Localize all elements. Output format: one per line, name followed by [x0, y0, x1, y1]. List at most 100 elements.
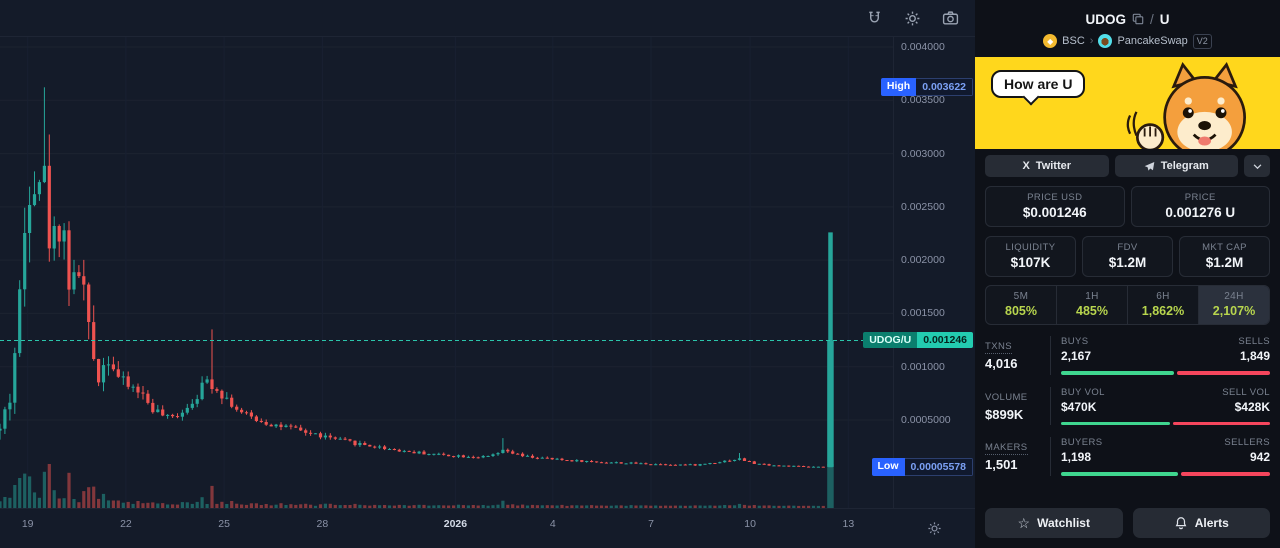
price-native-value: 0.001276 U — [1165, 205, 1236, 220]
high-price-badge: High 0.003622 — [880, 78, 973, 97]
chain-name[interactable]: BSC — [1062, 35, 1085, 47]
pancakeswap-icon — [1098, 34, 1113, 48]
watchlist-label: Watchlist — [1037, 516, 1090, 530]
token-panel: UDOG / U ◆ BSC › PancakeSwap V2 How are … — [975, 0, 1280, 548]
time-tick[interactable]: 10 — [744, 518, 756, 530]
liquidity-value: $107K — [1010, 255, 1051, 270]
time-tick[interactable]: 22 — [120, 518, 132, 530]
sell-vol-label: SELL VOL — [1222, 386, 1270, 398]
buyers-label: BUYERS — [1061, 437, 1103, 448]
time-tick[interactable]: 25 — [218, 518, 230, 530]
mktcap-value: $1.2M — [1205, 255, 1244, 270]
makers-row: MAKERS 1,501 BUYERS 1,198 SELLERS 942 — [985, 437, 1270, 476]
sell-vol-value: $428K — [1234, 399, 1270, 414]
twitter-button[interactable]: X Twitter — [985, 155, 1109, 177]
price-tick: 0.0005000 — [901, 413, 951, 426]
twitter-label: Twitter — [1035, 160, 1072, 172]
chart-section: 0.004000 0.003500 0.003000 0.002500 0.002000… — [0, 0, 975, 548]
breadcrumb-separator: › — [1089, 35, 1094, 47]
txns-value: 4,016 — [985, 356, 1018, 371]
dex-version-badge: V2 — [1192, 33, 1212, 49]
token-banner: How are U — [975, 57, 1280, 149]
price-tick: 0.003500 — [901, 94, 945, 107]
alerts-label: Alerts — [1194, 516, 1229, 530]
chart-area[interactable]: 0.004000 0.003500 0.003000 0.002500 0.002000… — [0, 37, 975, 508]
timeframe-24h[interactable]: 24H 2,107% — [1199, 286, 1269, 324]
camera-icon[interactable] — [941, 9, 959, 27]
time-tick[interactable]: 19 — [21, 518, 34, 530]
price-tick: 0.001500 — [901, 307, 945, 320]
low-label: Low — [871, 458, 905, 477]
volume-value: $899K — [985, 406, 1024, 422]
telegram-plane-icon — [1144, 161, 1155, 171]
alerts-button[interactable]: Alerts — [1132, 508, 1270, 538]
chain-breadcrumb: ◆ BSC › PancakeSwap V2 — [985, 31, 1270, 51]
quote-token-name: U — [1159, 11, 1170, 27]
star-icon: ☆ — [1017, 514, 1031, 531]
liquidity-label: LIQUIDITY — [1005, 242, 1056, 253]
social-links-row: X Twitter Telegram — [985, 155, 1270, 177]
dex-name[interactable]: PancakeSwap — [1117, 35, 1188, 47]
buy-sell-volume-bar — [1061, 421, 1270, 425]
watchlist-button[interactable]: ☆ Watchlist — [985, 508, 1123, 538]
timezone-settings-gear-icon[interactable] — [927, 521, 942, 536]
price-axis[interactable]: 0.004000 0.003500 0.003000 0.002500 0.002000… — [893, 37, 975, 508]
sellers-label: SELLERS — [1224, 437, 1270, 448]
price-usd-value: $0.001246 — [1022, 205, 1087, 220]
time-tick[interactable]: 7 — [648, 518, 654, 530]
current-pair-label: UDOG/U — [863, 332, 918, 349]
buy-sell-bar — [1061, 371, 1270, 375]
buy-vol-label: BUY VOL — [1061, 386, 1105, 398]
txns-label: TXNS — [985, 341, 1012, 354]
price-tick: 0.002000 — [901, 254, 945, 267]
axis-corner — [893, 509, 975, 548]
time-ticks: 19 22 25 28 2026 4 7 10 13 — [0, 509, 893, 548]
pair-separator: / — [1149, 11, 1154, 27]
liquidity-box: LIQUIDITY $107K — [985, 236, 1076, 277]
low-price-badge: Low 0.00005578 — [871, 458, 973, 477]
time-axis[interactable]: 19 22 25 28 2026 4 7 10 13 — [0, 508, 975, 548]
liquidity-boxes-row: LIQUIDITY $107K FDV $1.2M MKT CAP $1.2M — [985, 236, 1270, 277]
fdv-value: $1.2M — [1108, 255, 1147, 270]
magnet-icon[interactable] — [865, 9, 883, 27]
price-tick: 0.002500 — [901, 200, 945, 213]
sells-value: 1,849 — [1239, 349, 1270, 363]
sellers-value: 942 — [1249, 450, 1270, 464]
price-usd-label: PRICE USD — [1027, 192, 1083, 203]
volume-row: VOLUME $899K BUY VOL $470K SELL VOL $428… — [985, 386, 1270, 425]
volume-label: VOLUME — [985, 391, 1028, 403]
price-tick: 0.003000 — [901, 147, 945, 160]
price-tick: 0.001000 — [901, 360, 945, 373]
timeframe-6h[interactable]: 6H 1,862% — [1128, 286, 1199, 324]
high-value: 0.003622 — [916, 78, 973, 97]
makers-label: MAKERS — [985, 442, 1028, 455]
speech-bubble: How are U — [991, 70, 1086, 98]
mktcap-label: MKT CAP — [1202, 242, 1247, 253]
copy-icon[interactable] — [1132, 13, 1144, 25]
timeframe-1h[interactable]: 1H 485% — [1057, 286, 1128, 324]
makers-value: 1,501 — [985, 457, 1018, 472]
timeframe-selector: 5M 805% 1H 485% 6H 1,862% 24H 2,107% — [985, 285, 1270, 325]
bell-icon — [1175, 517, 1187, 530]
low-value: 0.00005578 — [904, 458, 973, 477]
mktcap-box: MKT CAP $1.2M — [1179, 236, 1270, 277]
twitter-x-icon: X — [1022, 160, 1030, 172]
candlestick-chart[interactable] — [0, 37, 893, 508]
price-native-box: PRICE 0.001276 U — [1130, 186, 1270, 227]
current-price-badge: UDOG/U 0.001246 — [863, 332, 973, 349]
settings-gear-icon[interactable] — [903, 9, 921, 27]
base-token-name: UDOG — [1085, 11, 1126, 27]
time-tick[interactable]: 4 — [549, 518, 556, 530]
time-tick[interactable]: 13 — [842, 518, 855, 530]
expand-socials-button[interactable] — [1244, 155, 1270, 177]
bsc-chain-icon: ◆ — [1043, 34, 1058, 48]
time-tick[interactable]: 28 — [316, 518, 329, 530]
timeframe-5m[interactable]: 5M 805% — [986, 286, 1057, 324]
current-price-value: 0.001246 — [917, 332, 973, 349]
fdv-box: FDV $1.2M — [1082, 236, 1173, 277]
telegram-button[interactable]: Telegram — [1114, 155, 1238, 177]
high-label: High — [880, 78, 917, 97]
time-tick[interactable]: 2026 — [443, 518, 468, 530]
price-boxes-row: PRICE USD $0.001246 PRICE 0.001276 U — [985, 186, 1270, 227]
panel-actions: ☆ Watchlist Alerts — [985, 508, 1270, 538]
